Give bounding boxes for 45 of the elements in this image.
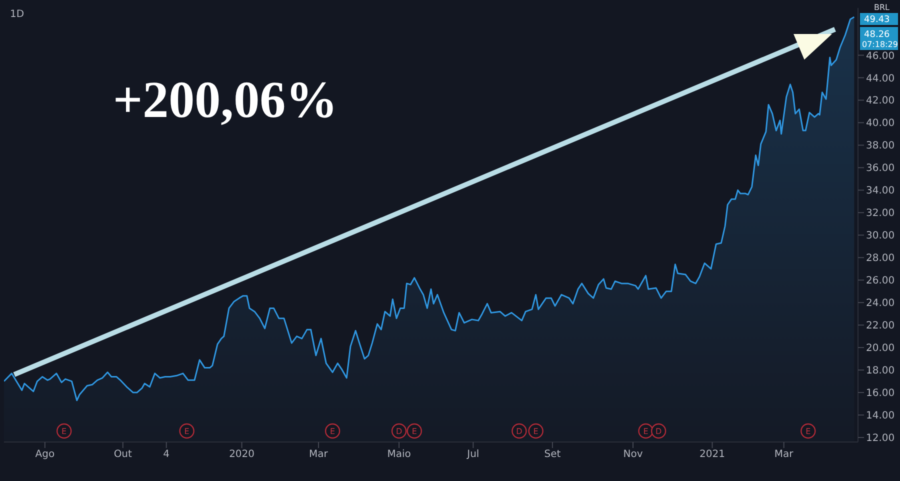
annotation: E: [533, 427, 538, 436]
annotation: D: [655, 427, 662, 436]
x-tick-label: Mar: [774, 449, 794, 460]
y-tick-label: 28.00: [866, 253, 895, 264]
x-tick-label: Ago: [35, 449, 55, 460]
x-tick-label: 2020: [229, 449, 255, 460]
y-tick-label: 14.00: [866, 410, 895, 422]
x-tick-label: Out: [114, 449, 132, 460]
y-tick-label: 32.00: [866, 208, 895, 220]
annotation: E: [62, 427, 67, 436]
text: BRL: [874, 3, 890, 12]
y-tick-label: 22.00: [866, 320, 895, 332]
text: 49.43: [864, 15, 890, 25]
x-tick-label: Mar: [309, 449, 329, 460]
chart-title: 1D: [10, 9, 24, 20]
annotation: E: [184, 427, 190, 436]
x-tick-label: Set: [544, 449, 561, 460]
x-tick-label: Jul: [466, 449, 480, 460]
text: 48.26: [864, 30, 890, 40]
y-tick-label: 30.00: [866, 230, 895, 242]
y-tick-label: 12.00: [866, 433, 895, 444]
annotation: E: [806, 427, 811, 436]
y-tick-label: 20.00: [866, 343, 895, 354]
x-tick-label: Maio: [387, 449, 411, 460]
annotation: +200,06%: [113, 72, 338, 129]
annotation: E: [643, 427, 648, 436]
y-tick-label: 16.00: [866, 388, 895, 400]
y-tick-label: 46.00: [866, 50, 895, 62]
x-tick-label: 4: [163, 449, 170, 460]
y-tick-label: 26.00: [866, 276, 895, 287]
y-tick-label: 40.00: [866, 118, 895, 130]
x-tick-label: 2021: [700, 449, 725, 460]
x-tick-label: Nov: [623, 449, 643, 460]
annotation: E: [412, 427, 417, 436]
annotation: D: [516, 427, 522, 436]
text: 07:18:29: [862, 40, 898, 49]
y-tick-label: 44.00: [866, 73, 895, 84]
y-tick-label: 38.00: [866, 140, 895, 152]
y-tick-label: 24.00: [866, 298, 895, 310]
annotation: D: [396, 427, 402, 436]
y-tick-label: 18.00: [866, 366, 895, 377]
annotation: E: [330, 427, 336, 436]
y-tick-label: 34.00: [866, 186, 895, 197]
y-tick-label: 42.00: [866, 96, 895, 107]
y-tick-label: 36.00: [866, 163, 895, 174]
